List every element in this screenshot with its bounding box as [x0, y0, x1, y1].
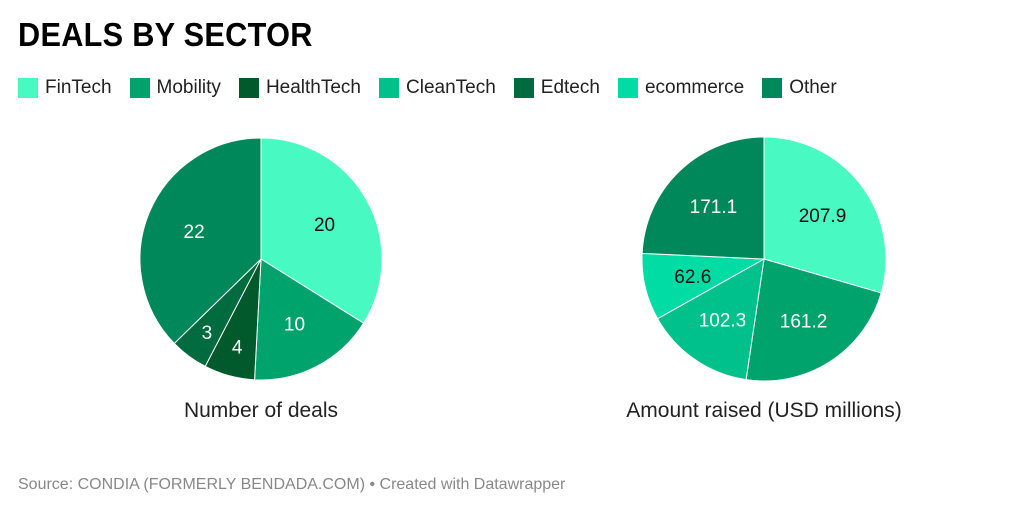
pie-slice-mobility — [745, 258, 882, 382]
legend-label: Other — [789, 77, 837, 98]
legend-item: Mobility — [129, 77, 221, 99]
legend-label: ecommerce — [644, 77, 745, 98]
pie-data-label: 4 — [232, 338, 243, 359]
pie-slice-fintech — [763, 136, 887, 294]
legend-swatch — [129, 78, 150, 98]
pie-slice-fintech — [260, 137, 383, 324]
legend-item: HealthTech — [238, 77, 361, 99]
pie-data-label: 3 — [202, 323, 213, 344]
pie-data-label: 22 — [184, 222, 205, 243]
legend-swatch — [617, 78, 638, 98]
chart-title: DEALS BY SECTOR — [18, 16, 313, 53]
legend-label: FinTech — [45, 77, 112, 98]
pie-data-label: 102.3 — [699, 310, 747, 331]
legend-label: CleanTech — [406, 77, 496, 98]
legend-swatch — [379, 78, 399, 98]
pie-data-label: 10 — [284, 314, 305, 335]
legend-label: Edtech — [540, 77, 600, 98]
pie-slice-cleantech — [656, 258, 765, 381]
source-note: Source: CONDIA (FORMERLY BENDADA.COM) • … — [18, 476, 566, 493]
legend-swatch — [513, 78, 534, 98]
pie-slice-mobility — [254, 258, 365, 381]
legend-label: Mobility — [156, 77, 221, 98]
legend-swatch — [762, 78, 783, 98]
pie-caption-deals: Number of deals — [183, 399, 339, 422]
pie-slice-other — [139, 137, 262, 345]
legend-swatch — [238, 78, 259, 98]
pie-slice-other — [641, 136, 765, 260]
legend-item: Edtech — [513, 77, 600, 99]
pie-data-label: 161.2 — [780, 312, 828, 333]
legend-item: CleanTech — [379, 77, 496, 99]
legend-swatch — [18, 78, 38, 98]
pie-data-label: 62.6 — [674, 267, 711, 288]
pie-data-label: 171.1 — [690, 197, 738, 218]
legend-item: FinTech — [18, 77, 112, 99]
pie-caption-amount: Amount raised (USD millions) — [626, 399, 902, 422]
pie-data-label: 20 — [314, 215, 335, 236]
pie-data-label: 207.9 — [799, 206, 847, 227]
legend-item: Other — [762, 77, 837, 99]
legend: FinTech Mobility HealthTech CleanTech Edtech… — [18, 77, 855, 99]
legend-item: ecommerce — [617, 77, 745, 99]
legend-label: HealthTech — [265, 77, 361, 98]
